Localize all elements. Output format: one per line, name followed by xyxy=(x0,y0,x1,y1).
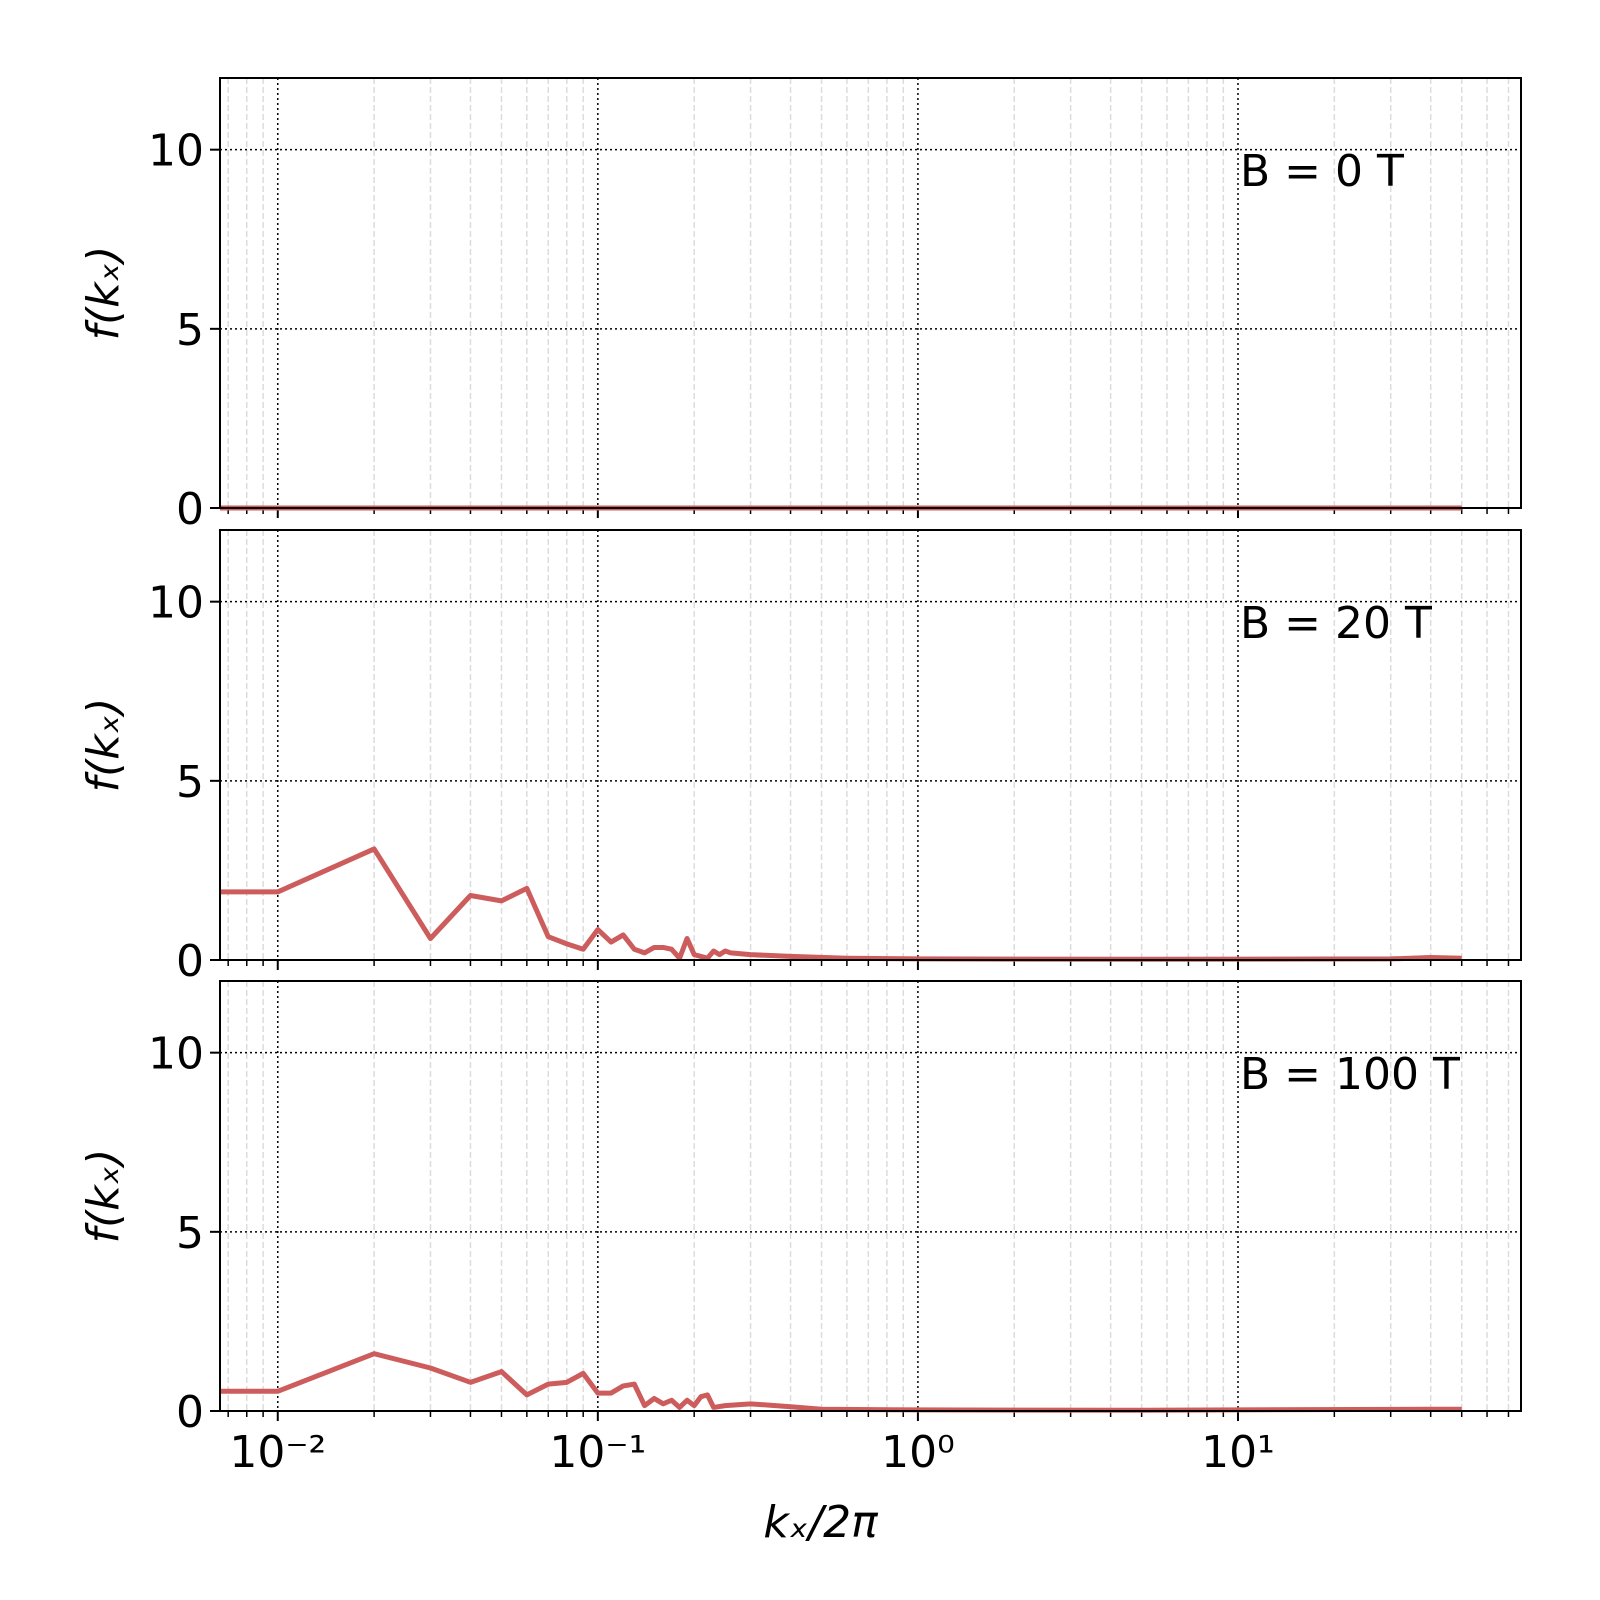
panel: 0 5 10 B = 20 T f(kₓ) xyxy=(78,529,1522,987)
x-tick-label: 10⁻¹ xyxy=(549,1427,646,1478)
x-tick-label: 10¹ xyxy=(1201,1427,1275,1478)
y-tick-label: 5 xyxy=(176,1208,204,1259)
y-axis-label: f(kₓ) xyxy=(78,1149,129,1244)
annotation: B = 100 T xyxy=(1240,1049,1460,1100)
y-tick-label: 5 xyxy=(176,305,204,356)
y-tick-label: 10 xyxy=(148,578,204,629)
annotation: B = 0 T xyxy=(1240,146,1404,197)
data-line xyxy=(220,1351,1462,1413)
annotation: B = 20 T xyxy=(1240,598,1432,649)
y-tick-label: 10 xyxy=(148,1029,204,1080)
panel: 10⁻² 10⁻¹ 10⁰ 10¹ 0 5 10 B = 100 T f(kₓ) kₓ/2π xyxy=(78,980,1522,1548)
y-axis-label: f(kₓ) xyxy=(78,698,129,793)
y-tick-label: 5 xyxy=(176,757,204,808)
axes-frame xyxy=(219,77,1522,509)
y-axis-label: f(kₓ) xyxy=(78,246,129,341)
x-axis-label: kₓ/2π xyxy=(763,1497,879,1548)
x-tick-label: 10⁻² xyxy=(229,1427,326,1478)
data-line xyxy=(220,846,1462,962)
axes-frame xyxy=(219,529,1522,961)
y-tick-label: 0 xyxy=(176,1387,204,1438)
y-tick-label: 0 xyxy=(176,484,204,535)
y-tick-label: 10 xyxy=(148,126,204,177)
y-tick-label: 0 xyxy=(176,936,204,987)
axes-frame xyxy=(219,980,1522,1412)
x-tick-label: 10⁰ xyxy=(881,1427,955,1478)
panel: 0 5 10 B = 0 T f(kₓ) xyxy=(78,77,1522,535)
